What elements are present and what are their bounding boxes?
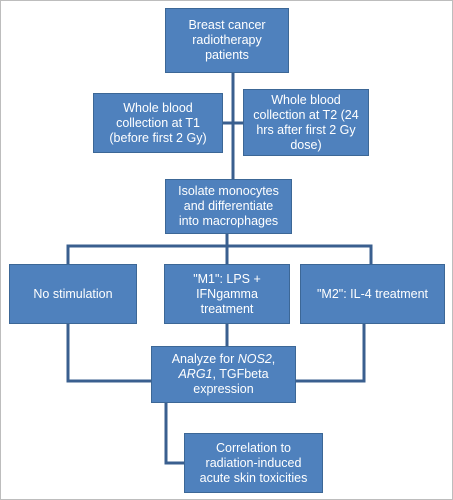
- node: No stimulation: [9, 264, 137, 324]
- node: Correlation to radiation-induced acute s…: [184, 433, 323, 493]
- connector: [296, 324, 366, 383]
- node: Isolate monocytes and differentiate into…: [165, 179, 292, 234]
- text: Analyze for: [171, 352, 238, 366]
- connector: [66, 324, 151, 383]
- connector: [164, 403, 184, 465]
- node: Whole blood collection at T1 (before fir…: [93, 93, 223, 153]
- text: , TGFbeta expression: [193, 367, 269, 396]
- connector: [66, 234, 373, 264]
- node: Whole blood collection at T2 (24 hrs aft…: [243, 89, 369, 156]
- node: Breast cancer radiotherapy patients: [165, 8, 289, 73]
- node-text: Analyze for NOS2, ARG1, TGFbeta expressi…: [158, 352, 289, 397]
- text: ,: [271, 352, 276, 366]
- node: "M2": IL-4 treatment: [300, 264, 445, 324]
- gene: NOS2: [237, 352, 272, 366]
- gene: ARG1: [178, 367, 213, 381]
- node: "M1": LPS + IFNgamma treatment: [164, 264, 290, 324]
- node: Analyze for NOS2, ARG1, TGFbeta expressi…: [151, 346, 296, 403]
